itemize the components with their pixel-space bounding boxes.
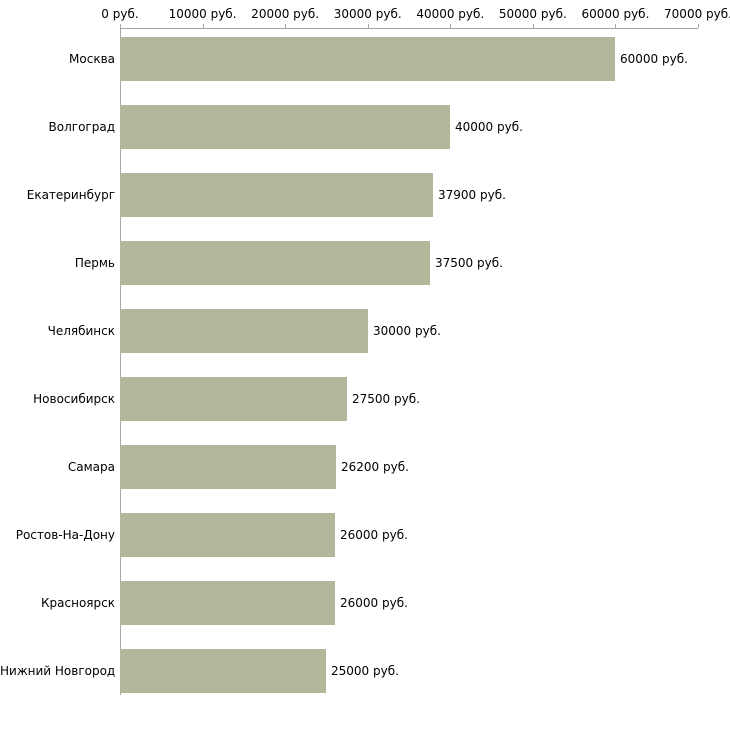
category-label: Самара — [67, 460, 115, 474]
category-label: Новосибирск — [33, 392, 115, 406]
category-label: Москва — [69, 52, 115, 66]
bar — [120, 37, 615, 81]
x-axis-tick-mark — [698, 24, 699, 28]
x-axis-tick-mark — [367, 24, 369, 28]
x-axis-tick-label: 60000 руб. — [581, 7, 650, 21]
bar — [120, 309, 368, 353]
bar-row: Новосибирск 27500 руб. — [0, 377, 730, 421]
x-axis-tick-mark — [450, 24, 452, 28]
value-label: 25000 руб. — [331, 664, 399, 678]
x-axis-tick-mark — [202, 24, 204, 28]
value-label: 30000 руб. — [373, 324, 441, 338]
bar-row: Екатеринбург 37900 руб. — [0, 173, 730, 217]
bar-row: Красноярск 26000 руб. — [0, 581, 730, 625]
x-axis-tick-label: 50000 руб. — [498, 7, 567, 21]
x-axis-tick-label: 20000 руб. — [251, 7, 320, 21]
x-axis-tick-mark — [615, 24, 617, 28]
value-label: 26200 руб. — [341, 460, 409, 474]
category-label: Челябинск — [47, 324, 115, 338]
bar-row: Самара 26200 руб. — [0, 445, 730, 489]
category-label: Ростов-На-Дону — [15, 528, 115, 542]
x-axis-tick-label: 30000 руб. — [333, 7, 402, 21]
category-label: Екатеринбург — [26, 188, 115, 202]
category-label: Пермь — [74, 256, 115, 270]
bar-row: Нижний Новгород 25000 руб. — [0, 649, 730, 693]
category-label: Красноярск — [41, 596, 115, 610]
x-axis-tick-mark — [285, 24, 287, 28]
bars-area: Москва 60000 руб. Волгоград 40000 руб. Екате… — [0, 28, 730, 693]
value-label: 26000 руб. — [340, 528, 408, 542]
bar-row: Ростов-На-Дону 26000 руб. — [0, 513, 730, 557]
value-label: 40000 руб. — [455, 120, 523, 134]
x-axis-tick-mark — [532, 24, 534, 28]
x-axis-tick-label: 0 руб. — [101, 7, 139, 21]
bar — [120, 173, 433, 217]
value-label: 37900 руб. — [438, 188, 506, 202]
category-label: Волгоград — [48, 120, 115, 134]
x-axis: 0 руб. 10000 руб. 20000 руб. 30000 руб. 4000… — [101, 0, 730, 29]
value-label: 26000 руб. — [340, 596, 408, 610]
category-label: Нижний Новгород — [0, 664, 116, 678]
bar-row: Пермь 37500 руб. — [0, 241, 730, 285]
x-axis-tick-label: 40000 руб. — [416, 7, 485, 21]
value-label: 37500 руб. — [435, 256, 503, 270]
bar-row: Москва 60000 руб. — [0, 37, 730, 81]
value-label: 60000 руб. — [620, 52, 688, 66]
bar-row: Волгоград 40000 руб. — [0, 105, 730, 149]
bar — [120, 377, 347, 421]
bar — [120, 105, 450, 149]
bar — [120, 513, 335, 557]
x-axis-tick-mark — [120, 24, 121, 28]
bar — [120, 241, 430, 285]
bar — [120, 581, 335, 625]
bar — [120, 445, 336, 489]
bar-row: Челябинск 30000 руб. — [0, 309, 730, 353]
y-axis-line — [120, 28, 121, 695]
bar — [120, 649, 326, 693]
x-axis-tick-label: 70000 руб. — [664, 7, 730, 21]
value-label: 27500 руб. — [352, 392, 420, 406]
x-axis-tick-label: 10000 руб. — [168, 7, 237, 21]
